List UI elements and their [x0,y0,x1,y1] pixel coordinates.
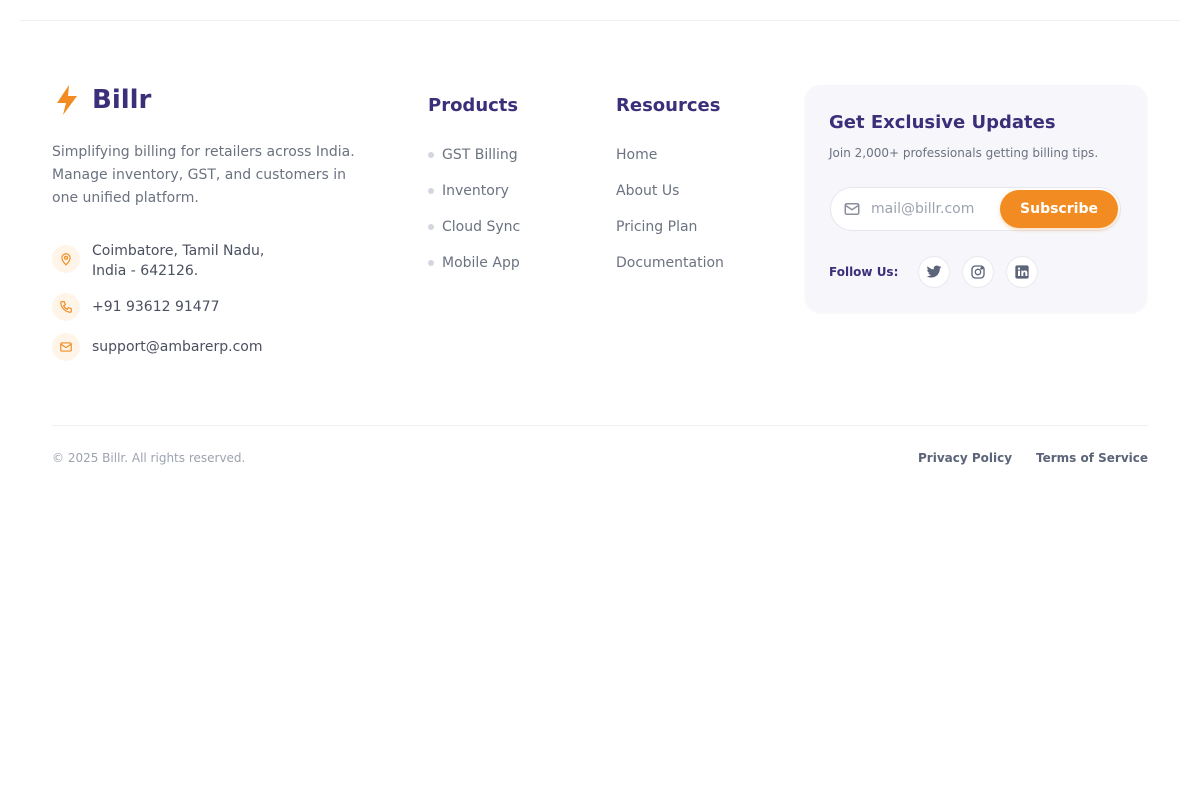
footer-divider [52,425,1148,426]
bullet-icon [428,260,434,266]
address-line-1: Coimbatore, Tamil Nadu, [92,243,265,259]
email-address: support@ambarerp.com [92,339,263,355]
terms-of-service-link[interactable]: Terms of Service [1036,451,1149,465]
newsletter-subtitle: Join 2,000+ professionals getting billin… [829,146,1099,160]
twitter-icon [926,265,942,278]
mail-icon [844,203,860,215]
brand-name: Billr [92,85,152,115]
bullet-icon [428,188,434,194]
resources-link[interactable]: Documentation [616,255,724,271]
address-line-2: India - 642126. [92,263,199,279]
products-link[interactable]: Inventory [428,181,520,201]
twitter-button[interactable] [918,256,950,288]
brand-description: Simplifying billing for retailers across… [52,144,355,206]
linkedin-icon [1015,265,1029,279]
contact-email[interactable]: support@ambarerp.com [52,333,263,361]
bullet-icon [428,224,434,230]
subscribe-button[interactable]: Subscribe [1000,190,1118,228]
bolt-icon [57,85,77,115]
bullet-icon [428,152,434,158]
resources-link[interactable]: About Us [616,183,680,199]
products-list: GST Billing Inventory Cloud Sync Mobile … [428,145,520,273]
products-link[interactable]: Cloud Sync [428,217,520,237]
phone-icon [52,293,80,321]
link-label: Cloud Sync [442,219,521,235]
products-heading: Products [428,95,519,116]
privacy-policy-link[interactable]: Privacy Policy [918,451,1013,465]
resources-link[interactable]: Home [616,147,658,163]
location-pin-icon [52,245,80,273]
products-link[interactable]: Mobile App [428,253,520,273]
email-input[interactable] [871,201,1001,217]
products-link[interactable]: GST Billing [428,145,520,165]
link-label: Inventory [442,183,509,199]
instagram-icon [971,265,985,279]
newsletter-title: Get Exclusive Updates [829,112,1056,133]
contact-phone[interactable]: +91 93612 91477 [52,293,220,321]
top-divider [20,20,1180,21]
newsletter-card: Get Exclusive Updates Join 2,000+ profes… [805,85,1147,312]
instagram-button[interactable] [962,256,994,288]
follow-us-label: Follow Us: [829,265,899,279]
phone-number: +91 93612 91477 [92,299,220,315]
resources-heading: Resources [616,95,721,116]
resources-list: Home About Us Pricing Plan Documentation [616,145,724,273]
link-label: GST Billing [442,147,518,163]
brand-logo[interactable]: Billr [52,84,151,116]
link-label: Mobile App [442,255,520,271]
mail-icon [52,333,80,361]
linkedin-button[interactable] [1006,256,1038,288]
contact-address: Coimbatore, Tamil Nadu, India - 642126. [52,241,264,281]
copyright: © 2025 Billr. All rights reserved. [52,451,246,465]
resources-link[interactable]: Pricing Plan [616,219,698,235]
newsletter-form: Subscribe [830,187,1121,231]
